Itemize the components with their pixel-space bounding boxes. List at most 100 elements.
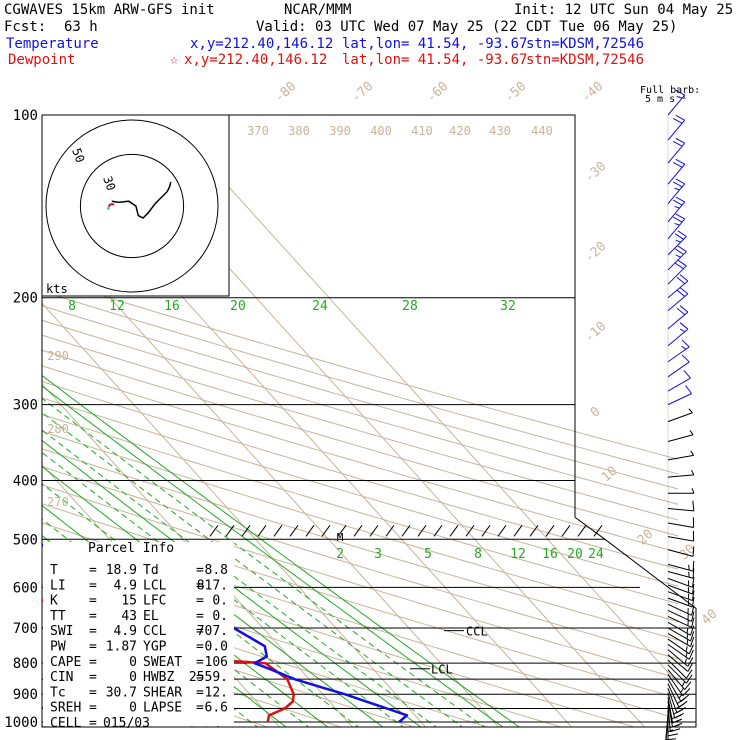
parcel-field-name: SWEAT [143,655,182,670]
wind-barb [667,213,686,240]
parcel-equals: = [89,670,97,685]
isotherm-label: -50 [502,79,529,106]
isotherm [42,221,500,727]
parcel-field-name: T [50,563,58,578]
dry-adiabat [42,290,678,475]
mixing-ratio-label: 20 [230,299,246,314]
parcel-equals: = [89,655,97,670]
wind-barb-flag [686,627,689,634]
freezing-level-hatch [289,524,299,537]
parcel-field-value: 18.9 [106,563,137,578]
parcel-field-value: 1.87 [106,640,137,655]
parcel-field-value: 8.8 [205,563,228,578]
wind-barb-flag [683,370,691,379]
hodograph: 50 30 kts [41,114,230,297]
wind-barb [667,610,695,622]
wind-barb-flag [688,649,694,660]
parcel-field-value: 0 [129,670,137,685]
wind-barb-flag [688,408,693,414]
hodograph-unit: kts [46,282,68,296]
freezing-level-hatch [417,524,427,537]
parcel-equals: = [196,578,204,593]
wind-barb-flag [680,687,684,693]
parcel-equals: = [89,578,97,593]
isotherm-label: 10 [599,464,621,486]
wind-barb-flag [675,114,685,121]
mixing-ratio-label: 12 [109,299,125,314]
parcel-field-name: K [50,594,58,609]
parcel-equals: = [196,701,204,716]
dewpoint-legend: Dewpoint [8,52,76,68]
wind-barb-staff [667,218,686,240]
wind-barb-staff [667,522,694,528]
parcel-field-name: PW [50,640,66,655]
wind-barb [667,230,687,256]
wind-barb-flag [677,259,687,267]
wind-barb-flag [691,605,695,616]
parcel-field-name: SHEAR [143,685,182,700]
parcel-equals: = [89,640,97,655]
pressure-tick-label: 500 [13,532,38,548]
wind-barb-flag [679,274,689,282]
parcel-field-value: 30.7 [106,685,137,700]
wind-barb [667,627,695,642]
wind-barb-flag [687,662,694,672]
parcel-field-value: 12. [205,685,228,700]
wind-barb-flag [688,644,694,655]
wind-barb-staff [667,664,687,684]
wind-barb [667,701,683,728]
wind-barb-staff [667,236,687,256]
wind-barb-flag [689,430,694,436]
freezing-level-hatch [225,524,235,537]
parcel-equals: = [196,685,204,700]
freezing-level-hatch [369,524,379,537]
wind-barb [667,546,695,557]
parcel-equals: = [196,670,204,685]
hodograph-ring [45,119,219,293]
freezing-level-hatch [497,524,507,537]
wind-barb-staff [667,163,686,185]
model-title: CGWAVES 15km ARW-GFS init [4,2,215,18]
wind-barb-flag [672,718,683,724]
wind-barb-flag [684,658,688,664]
freezing-level-hatch [481,524,491,537]
parcel-equals: = [89,609,97,624]
wind-barb-flag [677,245,687,252]
mixing-ratio-label: 32 [500,299,516,314]
wind-barb [667,259,687,285]
mixing-ratio-label: 24 [312,299,328,314]
isotherm-label: -30 [582,159,609,186]
pressure-tick-label: 800 [13,656,38,672]
parcel-equals: = [196,624,204,639]
wind-barb [667,596,695,608]
freezing-level-hatch [449,524,459,537]
theta-label: 380 [288,124,310,138]
mixing-ratio-line [42,385,504,727]
wind-barb-flag [686,639,689,645]
freezing-level-hatch [321,524,331,537]
parcel-field-name: CCL [143,624,167,639]
parcel-field-name: CIN [50,670,73,685]
wind-barb-flag [691,611,695,622]
hodograph-low-level-trace [107,203,115,208]
wind-barb-staff [667,293,689,311]
parcel-field-value: 0 [129,655,137,670]
parcel-field-name: YGP [143,640,167,655]
valid-time: Valid: 03 UTC Wed 07 May 25 (22 CDT Tue … [256,19,678,35]
wind-barb-flag [688,564,690,571]
mixing-ratio-label: 24 [588,547,604,562]
parcel-equals: = [89,685,97,700]
wind-barb-flag [675,89,685,96]
dry-adiabat [42,305,678,490]
wind-barb [667,114,686,141]
parcel-equals: = [89,701,97,716]
wind-barb-flag [675,158,685,165]
wind-barb [667,408,693,423]
dewpoint-station: stn=KDSM,72546 [526,52,645,68]
sounding-profiles [42,543,409,723]
parcel-field-name: LFC [143,594,166,609]
wind-barb-flag [677,230,687,237]
wind-barb-flag [685,669,693,679]
parcel-field-name: SREH [50,701,81,716]
